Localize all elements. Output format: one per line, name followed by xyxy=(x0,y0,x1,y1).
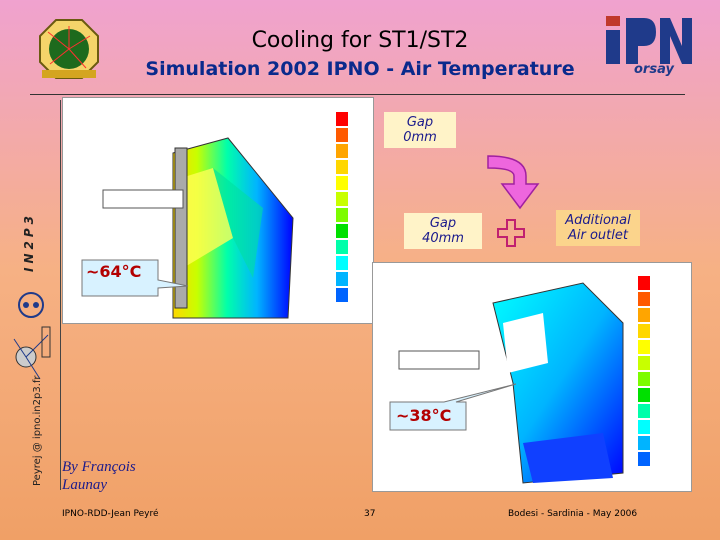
cnrs-logo xyxy=(14,290,48,320)
slide-subtitle: Simulation 2002 IPNO - Air Temperature xyxy=(145,58,575,80)
temp-cool-label: ~38°C xyxy=(396,406,452,425)
legend-panel2 xyxy=(636,276,666,476)
ipn-logo: orsay xyxy=(604,12,694,78)
simulation-panel-gap0 xyxy=(62,97,374,324)
temp-cool-bubble: ~38°C xyxy=(386,380,546,440)
left-divider xyxy=(60,100,61,490)
down-arrow-icon xyxy=(486,150,556,210)
callout-gap-40mm-line1: Gap xyxy=(429,216,457,231)
callout-gap-0mm-line2: 0mm xyxy=(403,130,437,145)
footer-right: Bodesi - Sardinia - May 2006 xyxy=(508,509,638,519)
callout-additional-outlet: Additional Air outlet xyxy=(556,210,640,246)
detection-logo xyxy=(12,325,52,385)
temp-hot-label: ~64°C xyxy=(86,262,142,281)
footer-left: IPNO-RDD-Jean Peyré xyxy=(62,509,159,519)
plus-icon xyxy=(496,218,526,248)
sidebar-credit: Peyrej @ ipno.in2p3.fr xyxy=(32,375,43,486)
ipn-subtext: orsay xyxy=(634,62,674,77)
slide-title: Cooling for ST1/ST2 xyxy=(251,28,469,53)
callout-outlet-line2: Air outlet xyxy=(568,228,628,243)
callout-gap-0mm: Gap 0mm xyxy=(384,112,456,148)
author-line1: By François xyxy=(62,459,136,475)
legend-panel1 xyxy=(334,112,374,312)
callout-gap-40mm: Gap 40mm xyxy=(404,213,482,249)
in2p3-logo-text: IN2P3 xyxy=(22,211,36,272)
callout-gap-40mm-line2: 40mm xyxy=(422,231,464,246)
temp-hot-bubble: ~64°C xyxy=(78,256,198,306)
callout-gap-0mm-line1: Gap xyxy=(406,115,434,130)
author-line2: Launay xyxy=(62,477,107,493)
title-divider xyxy=(30,94,685,95)
experiment-logo xyxy=(38,18,100,80)
footer-page-number: 37 xyxy=(364,509,376,519)
callout-outlet-line1: Additional xyxy=(565,213,631,228)
author: By François Launay xyxy=(62,458,136,494)
